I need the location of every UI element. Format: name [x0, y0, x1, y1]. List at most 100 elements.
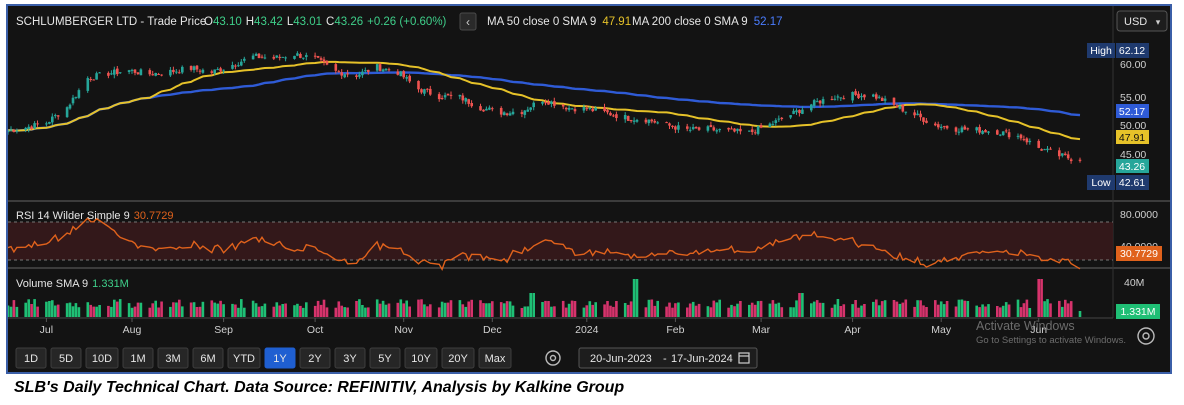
- volume-bar: [842, 304, 846, 317]
- candle: [541, 101, 544, 104]
- range-settings-button[interactable]: [545, 350, 561, 366]
- candle: [325, 60, 329, 65]
- volume-bar: [429, 304, 432, 317]
- volume-bar: [375, 299, 379, 317]
- volume-bar: [68, 302, 72, 317]
- low-badge: [1087, 175, 1115, 190]
- volume-bar: [821, 302, 825, 317]
- volume-bar: [278, 305, 281, 317]
- candle: [316, 56, 320, 58]
- legend-collapse-button[interactable]: ‹: [459, 12, 477, 31]
- volume-bar: [718, 299, 721, 317]
- range-button-3m[interactable]: 3M: [157, 347, 189, 369]
- range-button-1d[interactable]: 1D: [15, 347, 47, 369]
- range-button-ytd[interactable]: YTD: [227, 347, 261, 369]
- candle: [113, 69, 116, 75]
- chevron-down-icon: ▾: [1156, 17, 1161, 27]
- candle: [107, 72, 110, 76]
- volume-bar: [570, 300, 574, 317]
- volume-bar: [222, 304, 225, 317]
- volume-bar: [939, 301, 943, 317]
- candle: [629, 120, 633, 122]
- x-tick-label: Sep: [214, 324, 233, 336]
- candle: [626, 116, 630, 121]
- volume-bar: [6, 305, 10, 317]
- volume-bar: [656, 300, 659, 317]
- volume-bar: [934, 300, 937, 317]
- symbol-title: SCHLUMBERGER LTD - Trade Price: [16, 16, 206, 28]
- volume-bar: [585, 305, 589, 317]
- candle: [665, 122, 668, 124]
- candle: [1061, 153, 1064, 156]
- candle: [795, 110, 798, 113]
- volume-bar: [789, 307, 792, 317]
- candle: [978, 127, 981, 133]
- candle: [748, 130, 751, 132]
- candle: [440, 98, 444, 99]
- volume-bar: [780, 307, 784, 317]
- volume-bar: [1049, 303, 1052, 317]
- candle: [942, 126, 946, 128]
- gear-icon: [1142, 332, 1150, 340]
- rsi-panel[interactable]: RSI 14 Wilder Simple 930.7729 80.0000 40…: [7, 209, 1162, 271]
- range-button-max[interactable]: Max: [478, 347, 512, 369]
- volume-bar: [263, 303, 267, 317]
- x-axis[interactable]: Jul Aug Sep Oct Nov Dec 2024 Feb Mar Apr May Jun: [8, 317, 1113, 336]
- volume-bar: [33, 299, 36, 317]
- volume-bar: [606, 301, 609, 317]
- volume-bar: [709, 307, 713, 317]
- range-button-10d[interactable]: 10D: [85, 347, 119, 369]
- volume-bar: [358, 299, 361, 317]
- candle: [792, 110, 795, 114]
- candle: [12, 130, 16, 132]
- candle: [606, 110, 609, 113]
- volume-label: Volume SMA 9: [16, 278, 88, 290]
- candle: [715, 130, 719, 132]
- range-button-1y[interactable]: 1Y: [264, 347, 296, 369]
- candle: [798, 109, 801, 114]
- volume-panel[interactable]: Volume SMA 9 1.331M 40M 1.331M: [6, 277, 1160, 319]
- volume-bar: [130, 307, 134, 317]
- range-button-10y[interactable]: 10Y: [404, 347, 438, 369]
- range-button-20y[interactable]: 20Y: [441, 347, 475, 369]
- volume-bar: [446, 302, 450, 317]
- range-button-1m[interactable]: 1M: [122, 347, 154, 369]
- range-button-2y[interactable]: 2Y: [299, 347, 331, 369]
- volume-bar: [499, 302, 503, 317]
- candle: [966, 128, 970, 130]
- currency-dropdown[interactable]: USD ▾: [1116, 10, 1168, 32]
- candle: [777, 118, 781, 120]
- volume-bar: [231, 303, 234, 317]
- candle: [71, 97, 75, 104]
- price-scale[interactable]: High 62.12 60.00 55.00 52.17 50.00 47.91…: [1087, 43, 1149, 190]
- close-badge: [1116, 159, 1149, 173]
- range-button-label: 1M: [130, 353, 145, 365]
- candle: [210, 71, 214, 73]
- candle: [1037, 140, 1040, 148]
- volume-bar: [863, 304, 866, 317]
- candle: [697, 127, 701, 130]
- volume-bar: [381, 300, 385, 317]
- candle: [750, 129, 754, 132]
- candle: [523, 110, 527, 115]
- volume-bar: [603, 304, 606, 317]
- volume-bar: [92, 306, 95, 317]
- volume-bar: [567, 303, 571, 317]
- candle: [508, 113, 512, 116]
- volume-bar: [195, 307, 199, 317]
- candle: [1064, 153, 1067, 155]
- volume-bar: [839, 306, 843, 317]
- range-button-5d[interactable]: 5D: [50, 347, 82, 369]
- range-button-6m[interactable]: 6M: [192, 347, 224, 369]
- candle: [987, 131, 990, 133]
- volume-bar: [547, 301, 550, 317]
- range-button-5y[interactable]: 5Y: [369, 347, 401, 369]
- volume-bar: [54, 305, 57, 317]
- price-plot[interactable]: [6, 51, 1082, 164]
- candle: [547, 101, 550, 105]
- axis-settings-button[interactable]: [1137, 327, 1155, 345]
- volume-bar: [730, 304, 733, 317]
- date-range-picker[interactable]: 20-Jun-2023 - 17-Jun-2024: [578, 347, 758, 369]
- range-button-3y[interactable]: 3Y: [334, 347, 366, 369]
- volume-bar: [904, 299, 908, 317]
